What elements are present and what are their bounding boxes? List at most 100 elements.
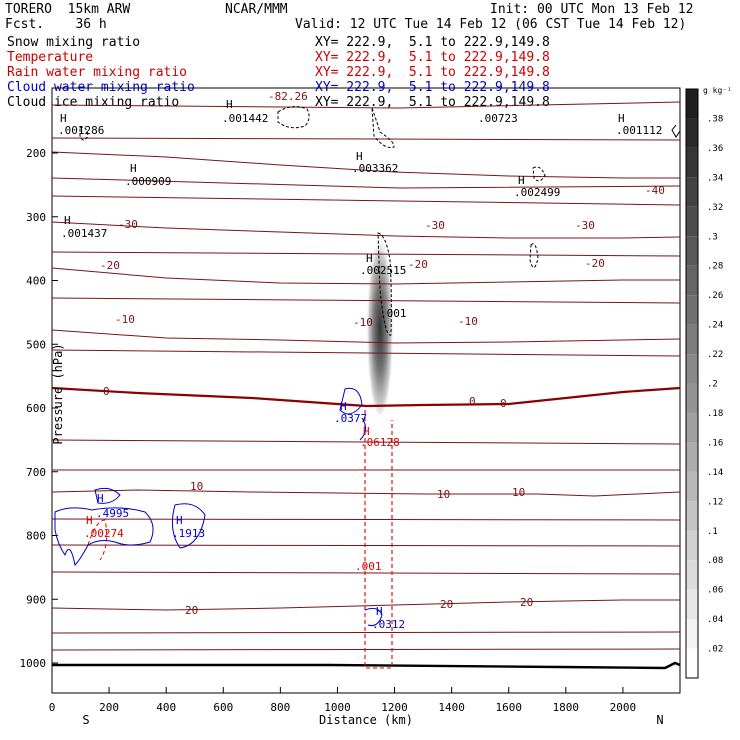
colorbar-swatch	[686, 412, 698, 443]
colorbar-label: .18	[707, 409, 723, 419]
temperature-label: -30	[118, 218, 138, 231]
cloud-contour	[364, 607, 383, 626]
max-marker-h: H	[130, 162, 137, 175]
colorbar-swatch	[686, 501, 698, 531]
colorbar-label: .26	[707, 291, 723, 301]
max-value-label: .4995	[96, 507, 129, 520]
temperature-contour	[51, 349, 681, 357]
temperature-label: 10	[437, 488, 450, 501]
colorbar-label: .38	[707, 114, 723, 124]
colorbar-swatch	[686, 236, 698, 266]
x-tick-label: 1200	[381, 701, 408, 714]
temperature-label: -20	[585, 257, 605, 270]
ice-contour	[371, 107, 395, 148]
temperature-label: 10	[190, 480, 203, 493]
x-tick-label: 1400	[438, 701, 465, 714]
ice-contour	[377, 232, 392, 336]
temperature-label: -40	[645, 184, 665, 197]
max-marker-h: H	[176, 514, 183, 527]
y-tick-label: 500	[26, 338, 46, 351]
x-tick-label: 1000	[324, 701, 351, 714]
y-tick-label: 600	[26, 402, 46, 415]
cloud-contour	[171, 503, 206, 549]
colorbar-swatch	[686, 324, 698, 355]
max-value-label: .00274	[84, 527, 124, 540]
snow-shading	[366, 225, 394, 415]
ice-contour	[532, 166, 546, 182]
plot-frame	[51, 87, 681, 694]
temperature-label: 0	[103, 385, 110, 398]
y-tick-label: 700	[26, 466, 46, 479]
colorbar-label: .12	[707, 497, 723, 507]
colorbar-swatch	[686, 295, 698, 325]
x-axis-label: Distance (km)	[319, 713, 413, 727]
init-time: Init: 00 UTC Mon 13 Feb 12	[490, 2, 694, 17]
temperature-label: 20	[185, 604, 198, 617]
max-value-label: .0377	[334, 412, 367, 425]
colorbar-swatch	[686, 265, 698, 296]
y-tick-label: 200	[26, 147, 46, 160]
cloud-contour	[94, 487, 121, 504]
colorbar-swatch	[686, 206, 698, 237]
forecast-hour: Fcst. 36 h	[5, 17, 107, 32]
colorbar-frame	[685, 88, 699, 679]
temperature-contour	[51, 137, 681, 141]
max-marker-h: H	[86, 514, 93, 527]
max-marker-h: H	[376, 605, 383, 618]
cloud-contour	[54, 507, 154, 567]
x-tick-label: 1600	[495, 701, 522, 714]
legend-rain-xy: XY= 222.9, 5.1 to 222.9,149.8	[315, 65, 550, 80]
max-marker-h: H	[618, 112, 625, 125]
y-tick-label: 300	[26, 211, 46, 224]
max-marker-h: H	[356, 150, 363, 163]
x-tick-label: 2000	[610, 701, 637, 714]
temperature-label: -20	[408, 258, 428, 271]
y-tick-label: 1000	[20, 657, 47, 670]
temperature-label: -20	[100, 259, 120, 272]
temperature-label: 0	[469, 395, 476, 408]
temperature-label: 0	[500, 397, 507, 410]
temperature-contour	[51, 386, 681, 408]
colorbar-label: .24	[707, 321, 723, 331]
cloud-contour	[359, 417, 366, 441]
max-value-label: .000909	[125, 175, 171, 188]
max-value-label: .001437	[61, 227, 107, 240]
colorbar-label: .22	[707, 350, 723, 360]
model-title: TORERO 15km ARW	[5, 2, 131, 17]
north-label: N	[656, 713, 663, 727]
max-value-label: .002499	[514, 186, 560, 199]
max-marker-h: H	[97, 492, 104, 505]
legend-temperature-xy: XY= 222.9, 5.1 to 222.9,149.8	[315, 50, 550, 65]
temperature-label: 10	[512, 486, 525, 499]
temperature-contour	[51, 267, 680, 285]
y-tick-label: 800	[26, 530, 46, 543]
ice-contour	[671, 124, 681, 138]
x-tick-label: 800	[270, 701, 290, 714]
temperature-contour	[51, 329, 681, 344]
rain-contour	[364, 410, 393, 669]
x-tick-label: 0	[49, 701, 56, 714]
temperature-contour	[51, 151, 680, 179]
colorbar-label: .32	[707, 203, 723, 213]
temperature-contour	[51, 297, 681, 304]
colorbar-swatch	[686, 177, 698, 207]
colorbar-label: .16	[707, 438, 723, 448]
colorbar-label: .02	[707, 645, 723, 655]
colorbar-label: .34	[707, 173, 723, 183]
temperature-label: 20	[520, 596, 533, 609]
max-marker-h: H	[366, 252, 373, 265]
x-tick-label: 400	[156, 701, 176, 714]
rain-contour	[87, 519, 108, 561]
colorbar-swatch	[686, 147, 698, 178]
temperature-contour	[51, 221, 681, 239]
legend-cloud-ice-xy: XY= 222.9, 5.1 to 222.9,149.8	[315, 95, 550, 110]
colorbar-label: .1	[707, 527, 718, 537]
temperature-contour	[51, 544, 681, 547]
y-axis-label: Pressure (hPa)	[51, 343, 65, 444]
colorbar-swatch	[686, 560, 698, 590]
max-value-label: .1913	[172, 527, 205, 540]
legend-rain: Rain water mixing ratio	[7, 65, 188, 80]
colorbar-label: .28	[707, 262, 723, 272]
x-tick-label: 600	[213, 701, 233, 714]
colorbar-swatch	[686, 383, 698, 413]
